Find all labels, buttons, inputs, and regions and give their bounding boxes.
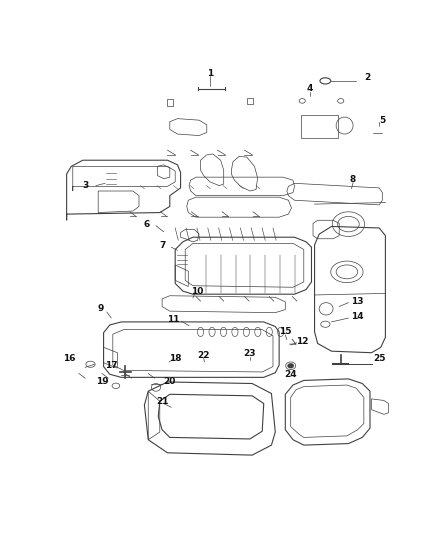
Text: 25: 25 bbox=[373, 353, 385, 362]
Ellipse shape bbox=[288, 364, 294, 368]
Text: 13: 13 bbox=[351, 297, 364, 305]
Text: 3: 3 bbox=[82, 181, 88, 190]
Text: 4: 4 bbox=[307, 84, 313, 93]
Text: 7: 7 bbox=[159, 241, 165, 250]
Text: 15: 15 bbox=[279, 327, 292, 336]
Text: 5: 5 bbox=[379, 116, 385, 125]
Bar bbox=[247, 98, 253, 104]
Text: 1: 1 bbox=[207, 69, 213, 78]
Text: 23: 23 bbox=[244, 349, 256, 358]
Text: 24: 24 bbox=[284, 370, 297, 379]
Text: 6: 6 bbox=[144, 220, 150, 229]
Bar bbox=[167, 99, 173, 106]
Text: 12: 12 bbox=[296, 337, 308, 346]
Text: 11: 11 bbox=[166, 315, 179, 324]
Text: 21: 21 bbox=[156, 397, 168, 406]
Text: 2: 2 bbox=[364, 74, 370, 82]
Text: 9: 9 bbox=[97, 304, 104, 313]
Text: 19: 19 bbox=[96, 377, 108, 386]
Text: 14: 14 bbox=[351, 312, 364, 321]
Text: 20: 20 bbox=[164, 377, 176, 386]
Text: 10: 10 bbox=[191, 287, 203, 296]
Text: 22: 22 bbox=[198, 351, 210, 360]
Bar bbox=[301, 115, 338, 138]
Text: 8: 8 bbox=[350, 175, 356, 184]
Text: 17: 17 bbox=[105, 361, 117, 370]
Text: 16: 16 bbox=[64, 353, 76, 362]
Text: 18: 18 bbox=[169, 353, 181, 362]
